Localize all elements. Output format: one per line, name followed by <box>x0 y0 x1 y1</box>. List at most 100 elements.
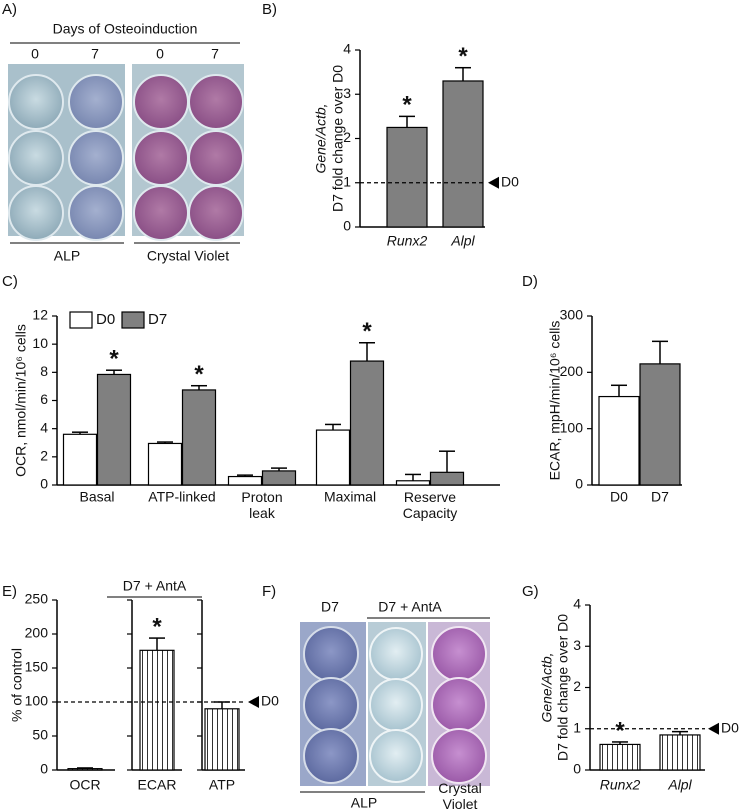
bar <box>96 373 132 486</box>
photo-title: Days of Osteoinduction <box>53 21 198 37</box>
y-tick-label: 0 <box>575 476 583 492</box>
y-tick-label: 6 <box>40 391 48 407</box>
panel-label: D) <box>522 273 538 290</box>
y-tick-label: 200 <box>25 625 49 641</box>
legend-swatch <box>121 311 145 329</box>
y-tick-label: 2 <box>573 678 581 694</box>
x-tick-label: ATP-linked <box>148 489 215 505</box>
y-tick-label: 100 <box>560 419 584 435</box>
condition-label: D7 + AntA <box>378 599 442 615</box>
legend-label: D7 <box>148 311 167 328</box>
y-axis-label: Gene/Actb, <box>313 103 329 173</box>
significance: * <box>194 361 204 388</box>
bar <box>139 649 175 771</box>
reference-marker <box>248 696 259 708</box>
day-label: 7 <box>211 46 219 62</box>
x-tick-label: Alpl <box>450 233 475 249</box>
x-tick-label: Proton leak <box>241 489 282 521</box>
significance: * <box>109 346 119 373</box>
y-tick-label: 0 <box>343 218 351 234</box>
y-axis-label: Gene/Actb, <box>539 652 555 722</box>
bar <box>659 734 701 771</box>
reference-marker <box>488 176 499 189</box>
y-tick-label: 4 <box>40 419 48 435</box>
y-axis-label: D7 fold change over D0 <box>555 614 571 761</box>
x-tick-label: Reserve Capacity <box>403 489 457 521</box>
bar <box>395 480 431 486</box>
y-axis-label: OCR, nmol/min/10⁶ cells <box>13 324 29 477</box>
panel-label: E) <box>2 583 17 600</box>
x-tick-label: Alpl <box>667 777 692 793</box>
bar <box>598 395 640 486</box>
significance: * <box>152 613 162 640</box>
x-tick-label: ATP <box>209 777 235 793</box>
y-tick-label: 300 <box>560 307 584 323</box>
bar <box>315 429 351 486</box>
bar <box>386 126 428 228</box>
bar <box>349 360 385 486</box>
bar <box>599 743 641 771</box>
panel-label: G) <box>522 583 539 600</box>
y-tick-label: 1 <box>573 719 581 735</box>
panel-label: C) <box>2 273 18 290</box>
y-tick-label: 250 <box>25 591 49 607</box>
y-tick-label: 3 <box>343 85 351 101</box>
y-tick-label: 2 <box>343 129 351 145</box>
bar <box>62 433 98 486</box>
reference-label: D0 <box>261 693 279 709</box>
y-tick-label: 50 <box>32 727 48 743</box>
y-tick-label: 0 <box>40 476 48 492</box>
panel-label: A) <box>2 1 17 18</box>
y-tick-label: 10 <box>32 335 48 351</box>
bar <box>181 389 217 486</box>
reference-marker <box>708 722 719 735</box>
y-axis-label: % of control <box>9 648 25 722</box>
significance: * <box>362 318 372 345</box>
y-tick-label: 4 <box>573 596 581 612</box>
y-tick-label: 1 <box>343 173 351 189</box>
condition-label: D7 <box>321 599 339 615</box>
x-tick-label: D7 <box>651 489 669 505</box>
reference-label: D0 <box>501 173 519 189</box>
y-tick-label: 200 <box>560 363 584 379</box>
day-label: 7 <box>91 46 99 62</box>
significance: * <box>402 92 412 119</box>
panel-label: F) <box>262 583 276 600</box>
x-tick-label: ECAR <box>138 777 177 793</box>
y-tick-label: 2 <box>40 448 48 464</box>
y-tick-label: 3 <box>573 637 581 653</box>
y-tick-label: 12 <box>32 307 48 323</box>
stain-label: Crystal Violet <box>147 248 229 264</box>
x-tick-label: Runx2 <box>387 233 428 249</box>
x-tick-label: D0 <box>610 489 628 505</box>
x-tick-label: Runx2 <box>600 777 641 793</box>
y-tick-label: 150 <box>25 659 49 675</box>
y-tick-label: 0 <box>40 761 48 777</box>
bar <box>639 363 681 486</box>
y-tick-label: 8 <box>40 363 48 379</box>
plate-photo <box>8 64 244 241</box>
legend-label: D0 <box>96 311 115 328</box>
panel-label: B) <box>262 1 277 18</box>
bar <box>442 80 484 228</box>
significance: * <box>458 43 468 70</box>
bar <box>429 471 465 486</box>
plate-photo <box>300 622 490 786</box>
bar <box>147 442 183 486</box>
y-axis-label: ECAR, mpH/min/10⁶ cells <box>547 321 563 481</box>
x-tick-label: Maximal <box>324 489 376 505</box>
x-tick-label: OCR <box>69 777 100 793</box>
bar <box>204 708 240 771</box>
y-tick-label: 4 <box>343 41 351 57</box>
bar <box>67 768 103 771</box>
y-tick-label: 100 <box>25 693 49 709</box>
bar <box>261 470 297 486</box>
group-label: D7 + AntA <box>123 578 187 594</box>
stain-label: ALP <box>54 248 80 264</box>
day-label: 0 <box>31 46 39 62</box>
day-label: 0 <box>156 46 164 62</box>
legend-swatch <box>69 311 93 329</box>
bar <box>227 475 263 486</box>
stain-label: ALP <box>351 795 377 811</box>
